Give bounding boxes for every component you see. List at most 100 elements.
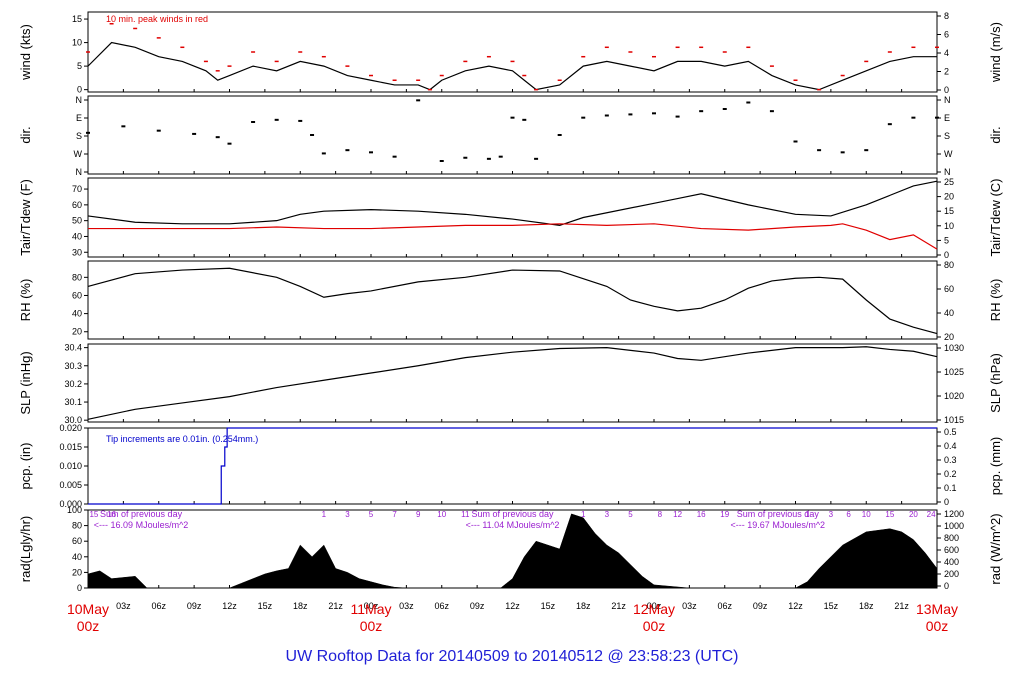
pcp-left-tick-label: 0.005 (59, 480, 82, 490)
rad-prev-day-label: Sum of previous day (100, 509, 183, 519)
temp-left-tick-label: 60 (72, 200, 82, 210)
rad-left-tick-label: 80 (72, 521, 82, 531)
rh-right-tick-label: 60 (944, 284, 954, 294)
x-tick-label: 06z (151, 601, 166, 611)
x-day-hour-label: 00z (926, 618, 949, 634)
wind-y-axis-label-left: wind (kts) (18, 24, 33, 81)
temp-left-tick-label: 40 (72, 231, 82, 241)
rh-line-rh (87, 267, 938, 335)
temp-right-tick-label: 0 (944, 250, 949, 260)
dir-y-axis-label-right: dir. (988, 126, 1003, 143)
dir-left-tick-label: W (74, 149, 83, 159)
dir-point (628, 113, 633, 116)
temp-line-tdew (88, 223, 938, 250)
dir-point (227, 142, 232, 145)
x-tick-label: 18z (293, 601, 308, 611)
x-tick-label: 12z (505, 601, 520, 611)
rh-y-axis-label-left: RH (%) (18, 279, 33, 322)
pcp-right-tick-label: 0.5 (944, 427, 957, 437)
x-tick-label: 15z (258, 601, 273, 611)
dir-point (192, 132, 197, 135)
rad-hour-marker: 3 (605, 510, 610, 519)
slp-y-axis-label-right: SLP (hPa) (988, 353, 1003, 413)
dir-point (86, 131, 90, 134)
pcp-right-tick-label: 0.4 (944, 441, 957, 451)
pcp-right-tick-label: 0.1 (944, 483, 957, 493)
rad-y-axis-label-right: rad (W/m^2) (988, 513, 1003, 584)
rad-right-tick-label: 400 (944, 557, 959, 567)
rh-right-tick-label: 20 (944, 332, 954, 342)
rad-left-tick-label: 0 (77, 583, 82, 593)
rad-hour-marker: 15 (885, 510, 894, 519)
rh-panel-frame (87, 260, 938, 340)
x-day-hour-label: 00z (360, 618, 383, 634)
x-tick-label: 15z (824, 601, 839, 611)
rad-hour-marker: 8 (658, 510, 663, 519)
rad-right-tick-label: 600 (944, 545, 959, 555)
dir-point (121, 125, 126, 128)
rad-hour-marker: 9 (416, 510, 421, 519)
dir-point (722, 108, 727, 110)
dir-point (581, 116, 586, 119)
wind-right-tick-label: 0 (944, 85, 949, 95)
rad-hour-marker: 5 (369, 510, 374, 519)
dir-point (675, 115, 680, 118)
x-day-label: 12May (633, 601, 675, 617)
rad-right-tick-label: 0 (944, 581, 949, 591)
pcp-left-tick-label: 0.015 (59, 442, 82, 452)
dir-point (557, 134, 562, 136)
pcp-right-tick-label: 0.3 (944, 455, 957, 465)
rad-hour-marker: 7 (392, 510, 397, 519)
rh-left-tick-label: 40 (72, 309, 82, 319)
slp-left-tick-label: 30.0 (64, 415, 82, 425)
slp-right-tick-label: 1030 (944, 343, 964, 353)
dir-point (251, 121, 256, 123)
x-tick-label: 03z (682, 601, 697, 611)
rad-hour-marker: 15 (89, 510, 98, 519)
temp-right-tick-label: 15 (944, 206, 954, 216)
rh-right-tick-label: 80 (944, 260, 954, 270)
dir-point (864, 149, 869, 152)
slp-left-tick-label: 30.4 (64, 343, 82, 353)
slp-left-tick-label: 30.3 (64, 361, 82, 371)
dir-point (274, 118, 279, 121)
temp-line-tair (87, 180, 938, 227)
rh-y-axis-label-right: RH (%) (988, 279, 1003, 322)
rad-hour-marker: 16 (697, 510, 706, 519)
rad-left-tick-label: 100 (67, 505, 82, 515)
dir-point (522, 118, 527, 121)
wind-right-tick-label: 4 (944, 48, 949, 58)
rad-right-tick-label: 1000 (944, 521, 964, 531)
dir-point (840, 151, 845, 154)
temp-left-tick-label: 30 (72, 247, 82, 257)
wind-y-axis-label-right: wind (m/s) (988, 22, 1003, 83)
dir-point (439, 160, 444, 162)
pcp-line-pcp (88, 427, 937, 505)
dir-point (321, 152, 326, 155)
rad-prev-day-value: <--- 19.67 MJoules/m^2 (731, 520, 826, 530)
wind-left-tick-label: 10 (72, 38, 82, 48)
rad-prev-day-label: Sum of previous day (471, 509, 554, 519)
wind-right-tick-label: 6 (944, 30, 949, 40)
dir-right-tick-label: E (944, 113, 950, 123)
slp-left-tick-label: 30.2 (64, 379, 82, 389)
wind-right-tick-label: 2 (944, 67, 949, 77)
dir-point (604, 114, 609, 117)
dir-left-tick-label: N (76, 167, 83, 177)
wind-panel-frame (87, 11, 938, 93)
x-tick-label: 12z (788, 601, 803, 611)
dir-y-axis-label-left: dir. (18, 126, 33, 143)
x-tick-label: 09z (753, 601, 768, 611)
dir-point (769, 110, 774, 113)
dir-right-tick-label: S (944, 131, 950, 141)
x-tick-label: 00z (647, 601, 662, 611)
x-tick-label: 21z (894, 601, 909, 611)
x-tick-label: 03z (116, 601, 131, 611)
temp-y-axis-label-left: Tair/Tdew (F) (18, 179, 33, 256)
dir-point (534, 157, 539, 160)
x-tick-label: 06z (717, 601, 732, 611)
x-tick-label: 06z (434, 601, 449, 611)
dir-point (463, 156, 468, 159)
dir-point (498, 155, 503, 158)
